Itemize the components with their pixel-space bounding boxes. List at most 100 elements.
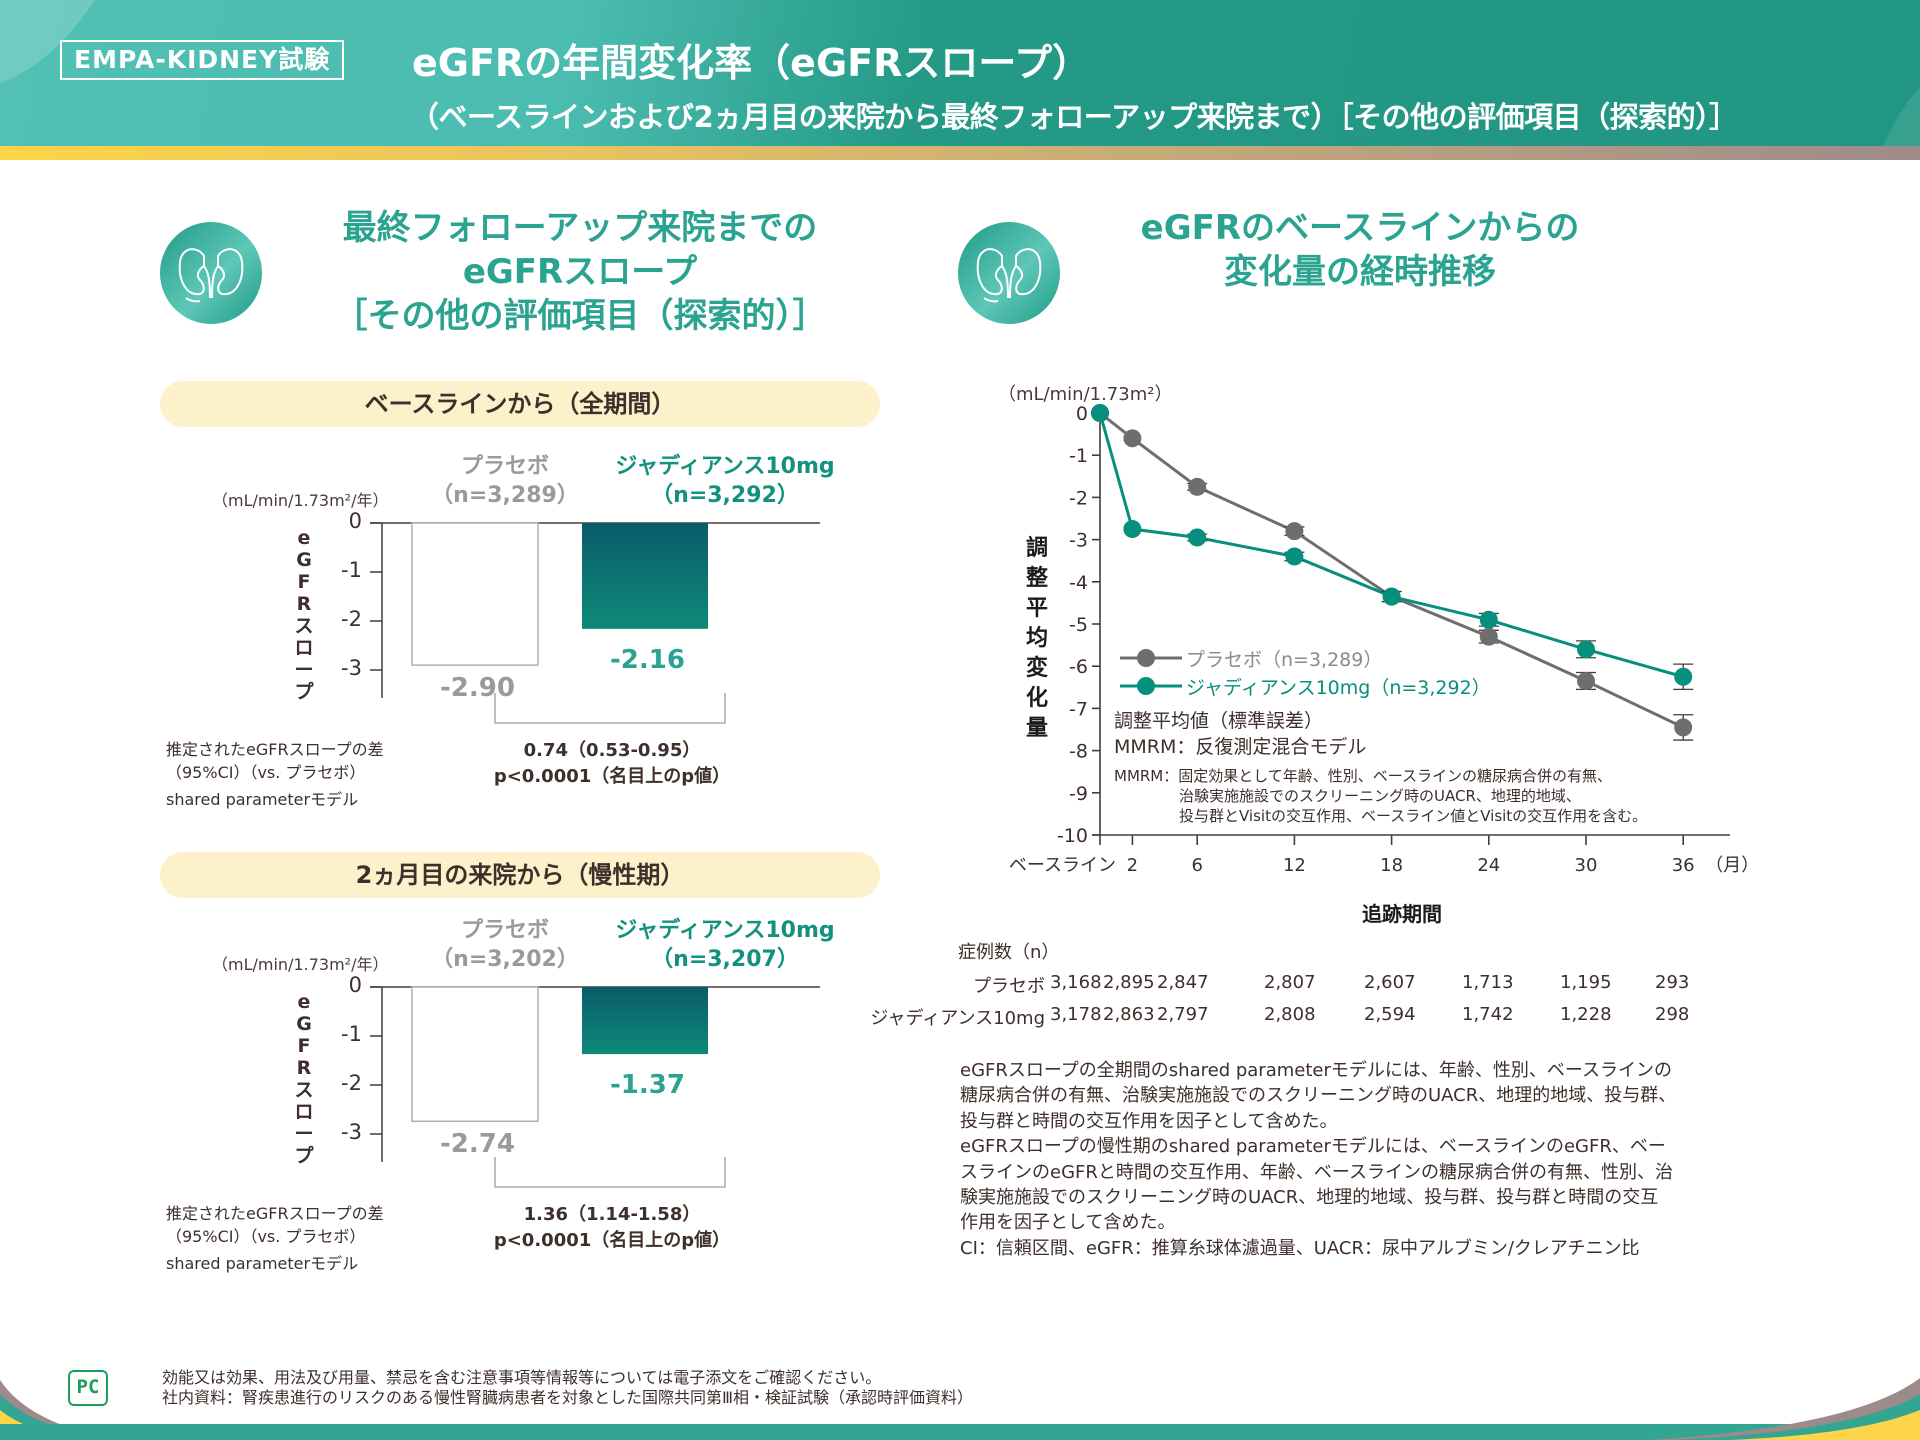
y-axis-char: R: [296, 593, 312, 615]
difference-estimate: 1.36（1.14-1.58） p<0.0001（名目上のp値）: [422, 1202, 802, 1254]
left-title-line: eGFRスロープ: [462, 252, 698, 292]
line-chart-unit: （mL/min/1.73m²）: [998, 384, 1173, 405]
y-axis-char: ス: [294, 1079, 314, 1101]
mmrm-note-line: 投与群とVisitの交互作用、ベースライン値とVisitの交互作用を含む。: [1179, 807, 1648, 825]
data-point-placebo: [1479, 627, 1498, 646]
y-tick-label: -3: [1069, 530, 1088, 552]
y-axis-char: e: [297, 527, 311, 549]
data-point-placebo: [1674, 718, 1693, 737]
n-table-cell: 2,594: [1364, 1004, 1416, 1025]
x-tick-label: 18: [1380, 855, 1403, 876]
note-line: （95%CI）（vs. プラセボ）: [166, 1227, 366, 1246]
model-notes: 推定されたeGFRスロープの差 （95%CI）（vs. プラセボ） shared p…: [166, 738, 384, 811]
mmrm-note: MMRM：固定効果として年齢、性別、ベースラインの糖尿病合併の有無、 治験実施施…: [1114, 766, 1647, 826]
data-point-placebo: [1123, 429, 1142, 448]
footnote-line: スラインのeGFRと時間の交互作用、年齢、ベースラインの糖尿病合併の有無、性別、…: [960, 1161, 1673, 1183]
y-tick-label: -5: [1069, 614, 1088, 636]
x-tick-label: 12: [1283, 855, 1306, 876]
footer-text: 効能又は効果、用法及び用量、禁忌を含む注意事項等情報等については電子添文をご確認…: [162, 1368, 973, 1408]
y-tick-label: -3: [341, 1120, 362, 1144]
difference-p-value: p<0.0001（名目上のp値）: [493, 766, 731, 787]
note-line: 推定されたeGFRスロープの差: [166, 1204, 384, 1223]
legend-marker-placebo-icon: [1120, 649, 1182, 667]
y-axis-char: ス: [294, 615, 314, 637]
y-axis-char: プ: [294, 1145, 314, 1167]
kidney-icon: [160, 222, 262, 324]
line-chart-y-axis-label: 調 整 平 均 変 化 量: [1022, 534, 1052, 744]
footnote-line: 作用を因子として含めた。: [960, 1212, 1176, 1234]
series-line-placebo: [1099, 411, 1684, 729]
data-point-jardiance: [1123, 520, 1142, 539]
n-table-cell: 1,713: [1462, 972, 1514, 993]
legend-label-jardiance: ジャディアンス10mg（n=3,292）: [1186, 676, 1491, 699]
y-tick-label: -6: [1069, 656, 1088, 678]
data-point-placebo: [1577, 671, 1595, 690]
footnote-line: eGFRスロープの慢性期のshared parameterモデルには、ベースライ…: [960, 1136, 1666, 1158]
y-tick-label: -9: [1069, 783, 1088, 805]
jardiance-label: ジャディアンス10mg: [615, 918, 835, 943]
x-tick-label: 30: [1575, 855, 1598, 876]
placebo-group-label: プラセボ （n=3,202）: [420, 916, 590, 974]
y-tick-label: 0: [348, 509, 362, 533]
data-point-jardiance: [1577, 640, 1595, 659]
panel-pill-chronic-period: 2ヵ月目の来院から（慢性期）: [160, 852, 880, 898]
n-table-cell: 293: [1655, 972, 1690, 993]
n-table-cell: 2,607: [1364, 972, 1416, 993]
n-table-cell: 2,847: [1157, 972, 1209, 993]
footnote-line: 糖尿病合併の有無、治験実施施設でのスクリーニング時のUACR、地理的地域、投与群…: [960, 1085, 1677, 1107]
y-axis-char: R: [296, 1057, 312, 1079]
series-line-jardiance: [1098, 412, 1684, 679]
placebo-label: プラセボ: [460, 918, 549, 943]
x-unit-label: （月）: [1705, 855, 1759, 876]
y-axis-char: G: [296, 549, 312, 571]
n-table-cell: 2,807: [1264, 972, 1316, 993]
x-tick-label: ベースライン: [1009, 855, 1116, 876]
right-title-line: eGFRのベースラインからの: [1140, 208, 1580, 248]
y-axis-char: 化: [1025, 686, 1048, 711]
y-tick-label: -10: [1057, 825, 1088, 847]
line-chart-notes: 調整平均値（標準誤差） MMRM：反復測定混合モデル: [1114, 708, 1366, 760]
footnote-line: CI：信頼区間、eGFR：推算糸球体濾過量、UACR：尿中アルブミン/クレアチニ…: [960, 1237, 1640, 1259]
n-table-cell: 2,863: [1103, 1004, 1155, 1025]
y-tick-label: -4: [1069, 572, 1088, 594]
x-tick-label: 24: [1477, 855, 1500, 876]
study-badge: EMPA-KIDNEY試験: [60, 40, 345, 80]
comparison-bracket: [494, 1157, 726, 1188]
bar-value-jardiance: -1.37: [610, 1070, 685, 1101]
footer-band: [0, 1424, 1920, 1440]
legend-label-placebo: プラセボ（n=3,289）: [1186, 648, 1383, 671]
legend-item-jardiance: ジャディアンス10mg（n=3,292）: [1120, 672, 1491, 700]
n-table-cell: 2,895: [1103, 972, 1155, 993]
y-axis-char: プ: [294, 681, 314, 703]
footnote-line: 投与群と時間の交互作用を因子として含めた。: [960, 1110, 1338, 1132]
n-table-cell: 1,195: [1560, 972, 1612, 993]
n-table-group-label: プラセボ: [973, 976, 1045, 997]
y-axis-char: 調: [1025, 536, 1048, 561]
n-table-cell: 1,228: [1560, 1004, 1612, 1025]
y-axis-char: 平: [1025, 596, 1048, 621]
difference-p-value: p<0.0001（名目上のp値）: [493, 1230, 731, 1251]
n-table-cell: 298: [1655, 1004, 1690, 1025]
y-tick-label: -2: [1069, 487, 1088, 509]
footnote-line: 験実施施設でのスクリーニング時のUACR、地理的地域、投与群、投与群と時間の交互: [960, 1187, 1659, 1209]
placebo-n: （n=3,289）: [431, 483, 579, 508]
y-tick-label: -7: [1069, 698, 1088, 720]
jardiance-group-label: ジャディアンス10mg （n=3,207）: [600, 916, 850, 974]
jardiance-n: （n=3,207）: [651, 947, 799, 972]
difference-estimate: 0.74（0.53-0.95） p<0.0001（名目上のp値）: [422, 738, 802, 790]
bar-chart-plot: [370, 986, 820, 1162]
data-point-jardiance: [1382, 587, 1401, 606]
bar-chart-unit: （mL/min/1.73m²/年）: [212, 491, 389, 510]
kidney-icon: [958, 222, 1060, 324]
page-subtitle: （ベースラインおよび2ヵ月目の来院から最終フォローアップ来院まで）［その他の評価…: [410, 100, 1738, 134]
y-axis-char: 変: [1025, 656, 1048, 681]
footer-swoosh-right-decoration: [1650, 1378, 1920, 1440]
x-tick-label: 36: [1672, 855, 1695, 876]
page-title: eGFRの年間変化率（eGFRスロープ）: [412, 41, 1091, 85]
difference-ci: 0.74（0.53-0.95）: [523, 740, 701, 761]
y-tick-label: -3: [341, 656, 362, 680]
n-table-title: 症例数（n）: [958, 942, 1060, 963]
y-axis-char: ー: [294, 1123, 314, 1145]
